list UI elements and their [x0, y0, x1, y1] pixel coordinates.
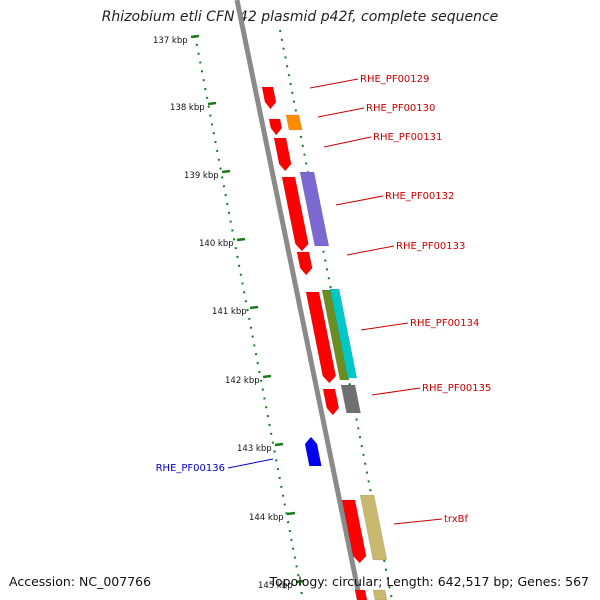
- gene-leader-line: [371, 387, 421, 396]
- tick-label: 141 kbp: [212, 307, 247, 317]
- reverse-cds-feature: [304, 436, 322, 467]
- cds-feature: [322, 388, 340, 416]
- feature-grey: [340, 384, 361, 414]
- cds-feature: [273, 137, 292, 172]
- sequence-backbone: [234, 0, 363, 600]
- cds-feature: [261, 86, 277, 110]
- tick-mark: [207, 101, 217, 106]
- tick-mark: [249, 305, 259, 310]
- map-title: Rhizobium etli CFN 42 plasmid p42f, comp…: [101, 9, 499, 25]
- gene-label: RHE_PF00132: [385, 191, 454, 202]
- tick-mark: [286, 511, 296, 516]
- tick-mark: [190, 34, 200, 39]
- gene-leader-line: [317, 107, 365, 118]
- cds-feature: [354, 589, 368, 600]
- tick-label: 145 kbp: [258, 581, 293, 591]
- cds-feature: [281, 176, 309, 252]
- gene-label: RHE_PF00135: [422, 383, 491, 394]
- tick-mark: [274, 442, 284, 447]
- gene-leader-line: [393, 518, 443, 525]
- tick-label: 142 kbp: [225, 376, 260, 386]
- feature-khaki: [359, 494, 388, 561]
- tick-mark: [236, 237, 246, 242]
- cds-feature: [305, 291, 337, 384]
- gene-label: RHE_PF00133: [396, 241, 465, 252]
- feature-purple: [299, 171, 330, 247]
- feature-cyan: [329, 288, 358, 379]
- gene-leader-line: [227, 458, 274, 469]
- tick-label: 137 kbp: [153, 36, 188, 46]
- tick-mark: [295, 579, 305, 584]
- gene-label: RHE_PF00136: [156, 463, 225, 474]
- topology-text: Topology: circular; Length: 642,517 bp; …: [269, 574, 590, 589]
- accession-text: Accession: NC_007766: [9, 574, 152, 589]
- feature-orange: [285, 114, 303, 131]
- gene-label: RHE_PF00134: [410, 318, 479, 329]
- gene-leader-line: [335, 195, 384, 206]
- gene-label: RHE_PF00129: [360, 74, 429, 85]
- cds-feature: [268, 118, 283, 136]
- gene-label: RHE_PF00130: [366, 103, 435, 114]
- tick-label: 143 kbp: [237, 444, 272, 454]
- gene-label: RHE_PF00131: [373, 132, 442, 143]
- cds-feature: [296, 251, 313, 276]
- cds-feature: [341, 499, 367, 564]
- tick-label: 138 kbp: [170, 103, 205, 113]
- feature-olive: [321, 289, 350, 381]
- tick-label: 139 kbp: [184, 171, 219, 181]
- gene-label: trxBf: [444, 514, 469, 525]
- gene-leader-line: [360, 322, 409, 331]
- feature-khaki: [372, 589, 388, 600]
- gene-leader-line: [323, 136, 372, 148]
- gene-leader-line: [346, 245, 395, 256]
- tick-label: 140 kbp: [199, 239, 234, 249]
- gene-leader-line: [309, 78, 359, 89]
- tick-label: 144 kbp: [249, 513, 284, 523]
- tick-mark: [262, 374, 272, 379]
- tick-mark: [221, 169, 231, 174]
